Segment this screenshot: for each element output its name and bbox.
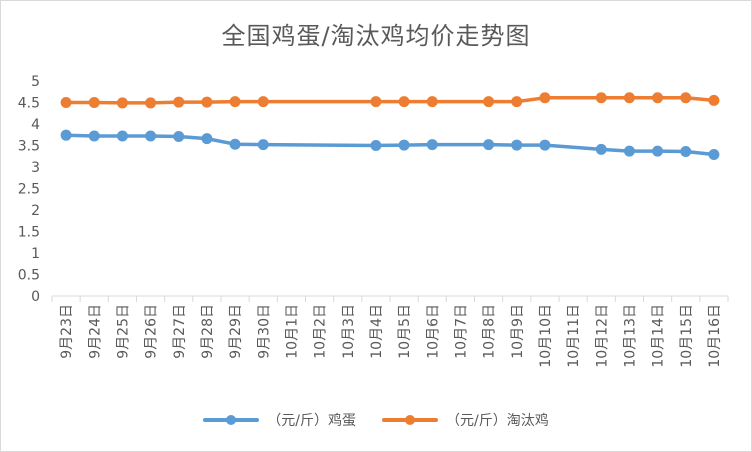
data-point — [483, 139, 495, 151]
y-tick-label: 0 — [31, 289, 40, 305]
x-tick-label: 10月8日 — [482, 304, 498, 359]
x-tick-label: 9月23日 — [59, 304, 75, 359]
chart-title: 全国鸡蛋/淘汰鸡均价走势图 — [221, 22, 531, 50]
data-point — [145, 97, 157, 109]
x-tick-label: 10月9日 — [510, 304, 526, 359]
y-tick-label: 1.5 — [18, 225, 40, 241]
series-line-1 — [64, 96, 716, 105]
data-point — [623, 92, 635, 104]
x-tick-label: 10月1日 — [284, 304, 300, 359]
y-tick-label: 5 — [31, 74, 40, 90]
x-tick-label: 10月7日 — [453, 304, 469, 359]
legend-label: （元/斤）淘汰鸡 — [446, 413, 549, 429]
data-point — [680, 146, 692, 158]
data-point — [398, 139, 410, 151]
y-tick-label: 4 — [31, 117, 40, 133]
x-tick-label: 10月16日 — [707, 304, 723, 368]
data-point — [173, 96, 185, 108]
data-point — [145, 130, 157, 142]
x-tick-label: 10月15日 — [679, 304, 695, 368]
x-tick-label: 10月5日 — [397, 304, 413, 359]
data-point — [539, 139, 551, 151]
x-tick-label: 10月4日 — [369, 304, 385, 359]
data-point — [229, 138, 241, 150]
y-tick-label: 2 — [31, 203, 40, 219]
legend: （元/斤）鸡蛋 （元/斤）淘汰鸡 — [0, 408, 752, 432]
data-point — [229, 96, 241, 108]
x-tick-label: 10月12日 — [594, 304, 610, 368]
data-point — [511, 96, 523, 108]
data-point — [680, 92, 692, 104]
x-tick-label: 9月30日 — [256, 304, 272, 359]
x-tick-label: 10月11日 — [566, 304, 582, 368]
data-point — [201, 96, 213, 108]
data-point — [370, 140, 382, 151]
x-tick-label: 9月25日 — [115, 304, 131, 359]
data-point — [426, 96, 438, 108]
x-tick-label: 9月28日 — [200, 304, 216, 359]
x-tick-label: 10月6日 — [425, 304, 441, 359]
y-tick-label: 0.5 — [18, 268, 40, 284]
data-point — [60, 97, 72, 108]
legend-swatch-marker — [405, 415, 415, 425]
data-point — [88, 130, 100, 142]
legend-swatch-marker — [226, 415, 237, 425]
data-point — [116, 97, 128, 109]
series-line-0 — [64, 133, 716, 157]
data-point — [652, 145, 664, 157]
x-tick-label: 10月10日 — [538, 304, 554, 368]
data-point — [708, 94, 720, 106]
y-tick-label: 1 — [31, 246, 40, 262]
data-point — [398, 96, 410, 108]
data-point — [201, 133, 213, 145]
x-tick-label: 9月27日 — [172, 304, 188, 359]
legend-item: （元/斤）鸡蛋 — [203, 410, 356, 430]
data-point — [426, 139, 438, 151]
data-point — [116, 130, 128, 142]
y-tick-label: 2.5 — [18, 182, 40, 198]
y-tick-label: 4.5 — [18, 96, 40, 112]
x-tick-label: 10月13日 — [622, 304, 638, 368]
x-tick-label: 10月2日 — [313, 304, 329, 359]
data-point — [88, 97, 100, 108]
y-tick-label: 3.5 — [18, 139, 40, 155]
legend-label: （元/斤）鸡蛋 — [267, 413, 356, 429]
x-tick-label: 10月14日 — [651, 304, 667, 368]
x-tick-label: 10月3日 — [341, 304, 357, 359]
data-point — [511, 139, 523, 151]
x-tick-label: 9月24日 — [87, 304, 103, 359]
legend-swatch — [382, 412, 438, 428]
data-point — [595, 92, 607, 104]
data-point — [708, 149, 720, 161]
data-point — [623, 145, 635, 157]
data-point — [173, 130, 185, 142]
legend-item: （元/斤）淘汰鸡 — [382, 410, 549, 430]
legend-swatch — [203, 412, 260, 428]
data-point — [257, 139, 269, 151]
data-point — [595, 143, 607, 155]
x-tick-label: 9月26日 — [144, 304, 160, 359]
data-point — [370, 96, 382, 108]
data-point — [257, 96, 269, 108]
data-point — [60, 129, 72, 141]
x-tick-label: 9月29日 — [228, 304, 244, 359]
data-point — [652, 92, 664, 104]
data-point — [483, 96, 495, 108]
y-tick-label: 3 — [31, 160, 40, 176]
data-point — [539, 92, 551, 104]
